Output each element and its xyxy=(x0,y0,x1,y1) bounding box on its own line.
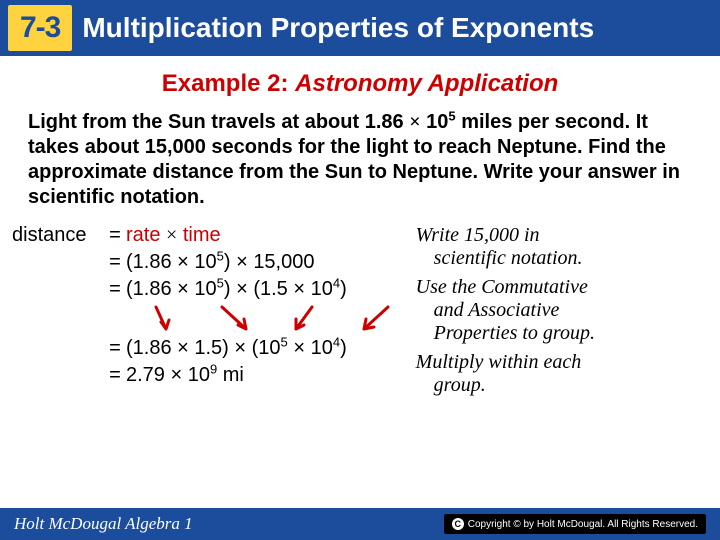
hint-2: Use the Commutative and Associative Prop… xyxy=(416,276,708,345)
work-line-2: = (1.86 × 105) × 15,000 xyxy=(12,251,416,274)
rhs-5a: 2.79 × 10 xyxy=(126,364,210,386)
eq-1: = xyxy=(104,224,126,247)
hint-1a: Write 15,000 in xyxy=(416,224,540,246)
example-label: Example 2: xyxy=(162,70,289,97)
rhs-3b: ) × (1.5 × 10 xyxy=(224,278,333,300)
rhs-4-exp: 5 xyxy=(281,334,288,349)
rhs-3-exp: 5 xyxy=(217,275,224,290)
rhs-3c: ) xyxy=(340,278,347,300)
footer-copyright: C Copyright © by Holt McDougal. All Righ… xyxy=(444,514,706,534)
example-heading: Example 2: Astronomy Application xyxy=(0,70,720,98)
rhs-rate: rate xyxy=(126,224,160,246)
hint-3: Multiply within each group. xyxy=(416,351,708,397)
rhs-3: (1.86 × 105) × (1.5 × 104) xyxy=(126,278,416,301)
arrow-2 xyxy=(218,305,258,335)
eq-2: = xyxy=(104,251,126,274)
rhs-3a: (1.86 × 10 xyxy=(126,278,217,300)
hints: Write 15,000 in scientific notation. Use… xyxy=(416,224,708,403)
rhs-op-1: × xyxy=(166,224,177,246)
work-line-4: = (1.86 × 1.5) × (105 × 104) xyxy=(12,337,416,360)
work-line-3: = (1.86 × 105) × (1.5 × 104) xyxy=(12,278,416,301)
rhs-2: (1.86 × 105) × 15,000 xyxy=(126,251,416,274)
work-line-5: = 2.79 × 109 mi xyxy=(12,364,416,387)
footer-copyright-text: Copyright © by Holt McDougal. All Rights… xyxy=(468,519,698,530)
arrow-4 xyxy=(358,305,398,335)
rhs-2a: (1.86 × 10 xyxy=(126,251,217,273)
rhs-time: time xyxy=(183,224,221,246)
hint-3a: Multiply within each xyxy=(416,351,582,373)
rhs-5: 2.79 × 109 mi xyxy=(126,364,416,387)
hint-2b: and Associative xyxy=(416,299,708,322)
rhs-4c: ) xyxy=(340,337,347,359)
rhs-4b: × 10 xyxy=(288,337,333,359)
problem-coeff: 1.86 xyxy=(365,111,404,133)
rhs-1: rate × time xyxy=(126,224,416,247)
hint-2a: Use the Commutative xyxy=(416,276,588,298)
lhs-1: distance xyxy=(12,224,104,247)
rhs-4-exp2: 4 xyxy=(333,334,340,349)
eq-4: = xyxy=(104,337,126,360)
arrow-3 xyxy=(290,305,320,335)
problem-base: 10 xyxy=(426,111,448,133)
eq-5: = xyxy=(104,364,126,387)
hint-1b: scientific notation. xyxy=(416,247,708,270)
lesson-number: 7-3 xyxy=(8,5,72,51)
hint-2c: Properties to group. xyxy=(416,322,708,345)
example-subtitle: Astronomy Application xyxy=(295,70,558,97)
arrow-1 xyxy=(152,305,182,335)
hint-1: Write 15,000 in scientific notation. xyxy=(416,224,708,270)
eq-3: = xyxy=(104,278,126,301)
footer-source: Holt McDougal Algebra 1 xyxy=(14,514,193,534)
problem-sci: 1.86 × 105 xyxy=(365,111,456,133)
hint-3b: group. xyxy=(416,374,708,397)
arrow-group xyxy=(126,305,416,335)
rhs-2-exp: 5 xyxy=(217,248,224,263)
problem-exp: 5 xyxy=(448,108,455,123)
rhs-4: (1.86 × 1.5) × (105 × 104) xyxy=(126,337,416,360)
work-area: distance = rate × time = (1.86 × 105) × … xyxy=(12,224,708,403)
work-left: distance = rate × time = (1.86 × 105) × … xyxy=(12,224,416,403)
mult-sign: × xyxy=(409,111,420,133)
work-line-1: distance = rate × time xyxy=(12,224,416,247)
footer-bar: Holt McDougal Algebra 1 C Copyright © by… xyxy=(0,508,720,540)
problem-pre: Light from the Sun travels at about xyxy=(28,111,365,133)
rhs-5-unit: mi xyxy=(217,364,244,386)
rhs-2b: ) × 15,000 xyxy=(224,251,315,273)
header-bar: 7-3 Multiplication Properties of Exponen… xyxy=(0,0,720,56)
lesson-title: Multiplication Properties of Exponents xyxy=(82,12,594,44)
problem-statement: Light from the Sun travels at about 1.86… xyxy=(28,110,692,210)
rhs-3-exp2: 4 xyxy=(333,275,340,290)
copyright-icon: C xyxy=(452,518,464,530)
rhs-4a: (1.86 × 1.5) × (10 xyxy=(126,337,281,359)
